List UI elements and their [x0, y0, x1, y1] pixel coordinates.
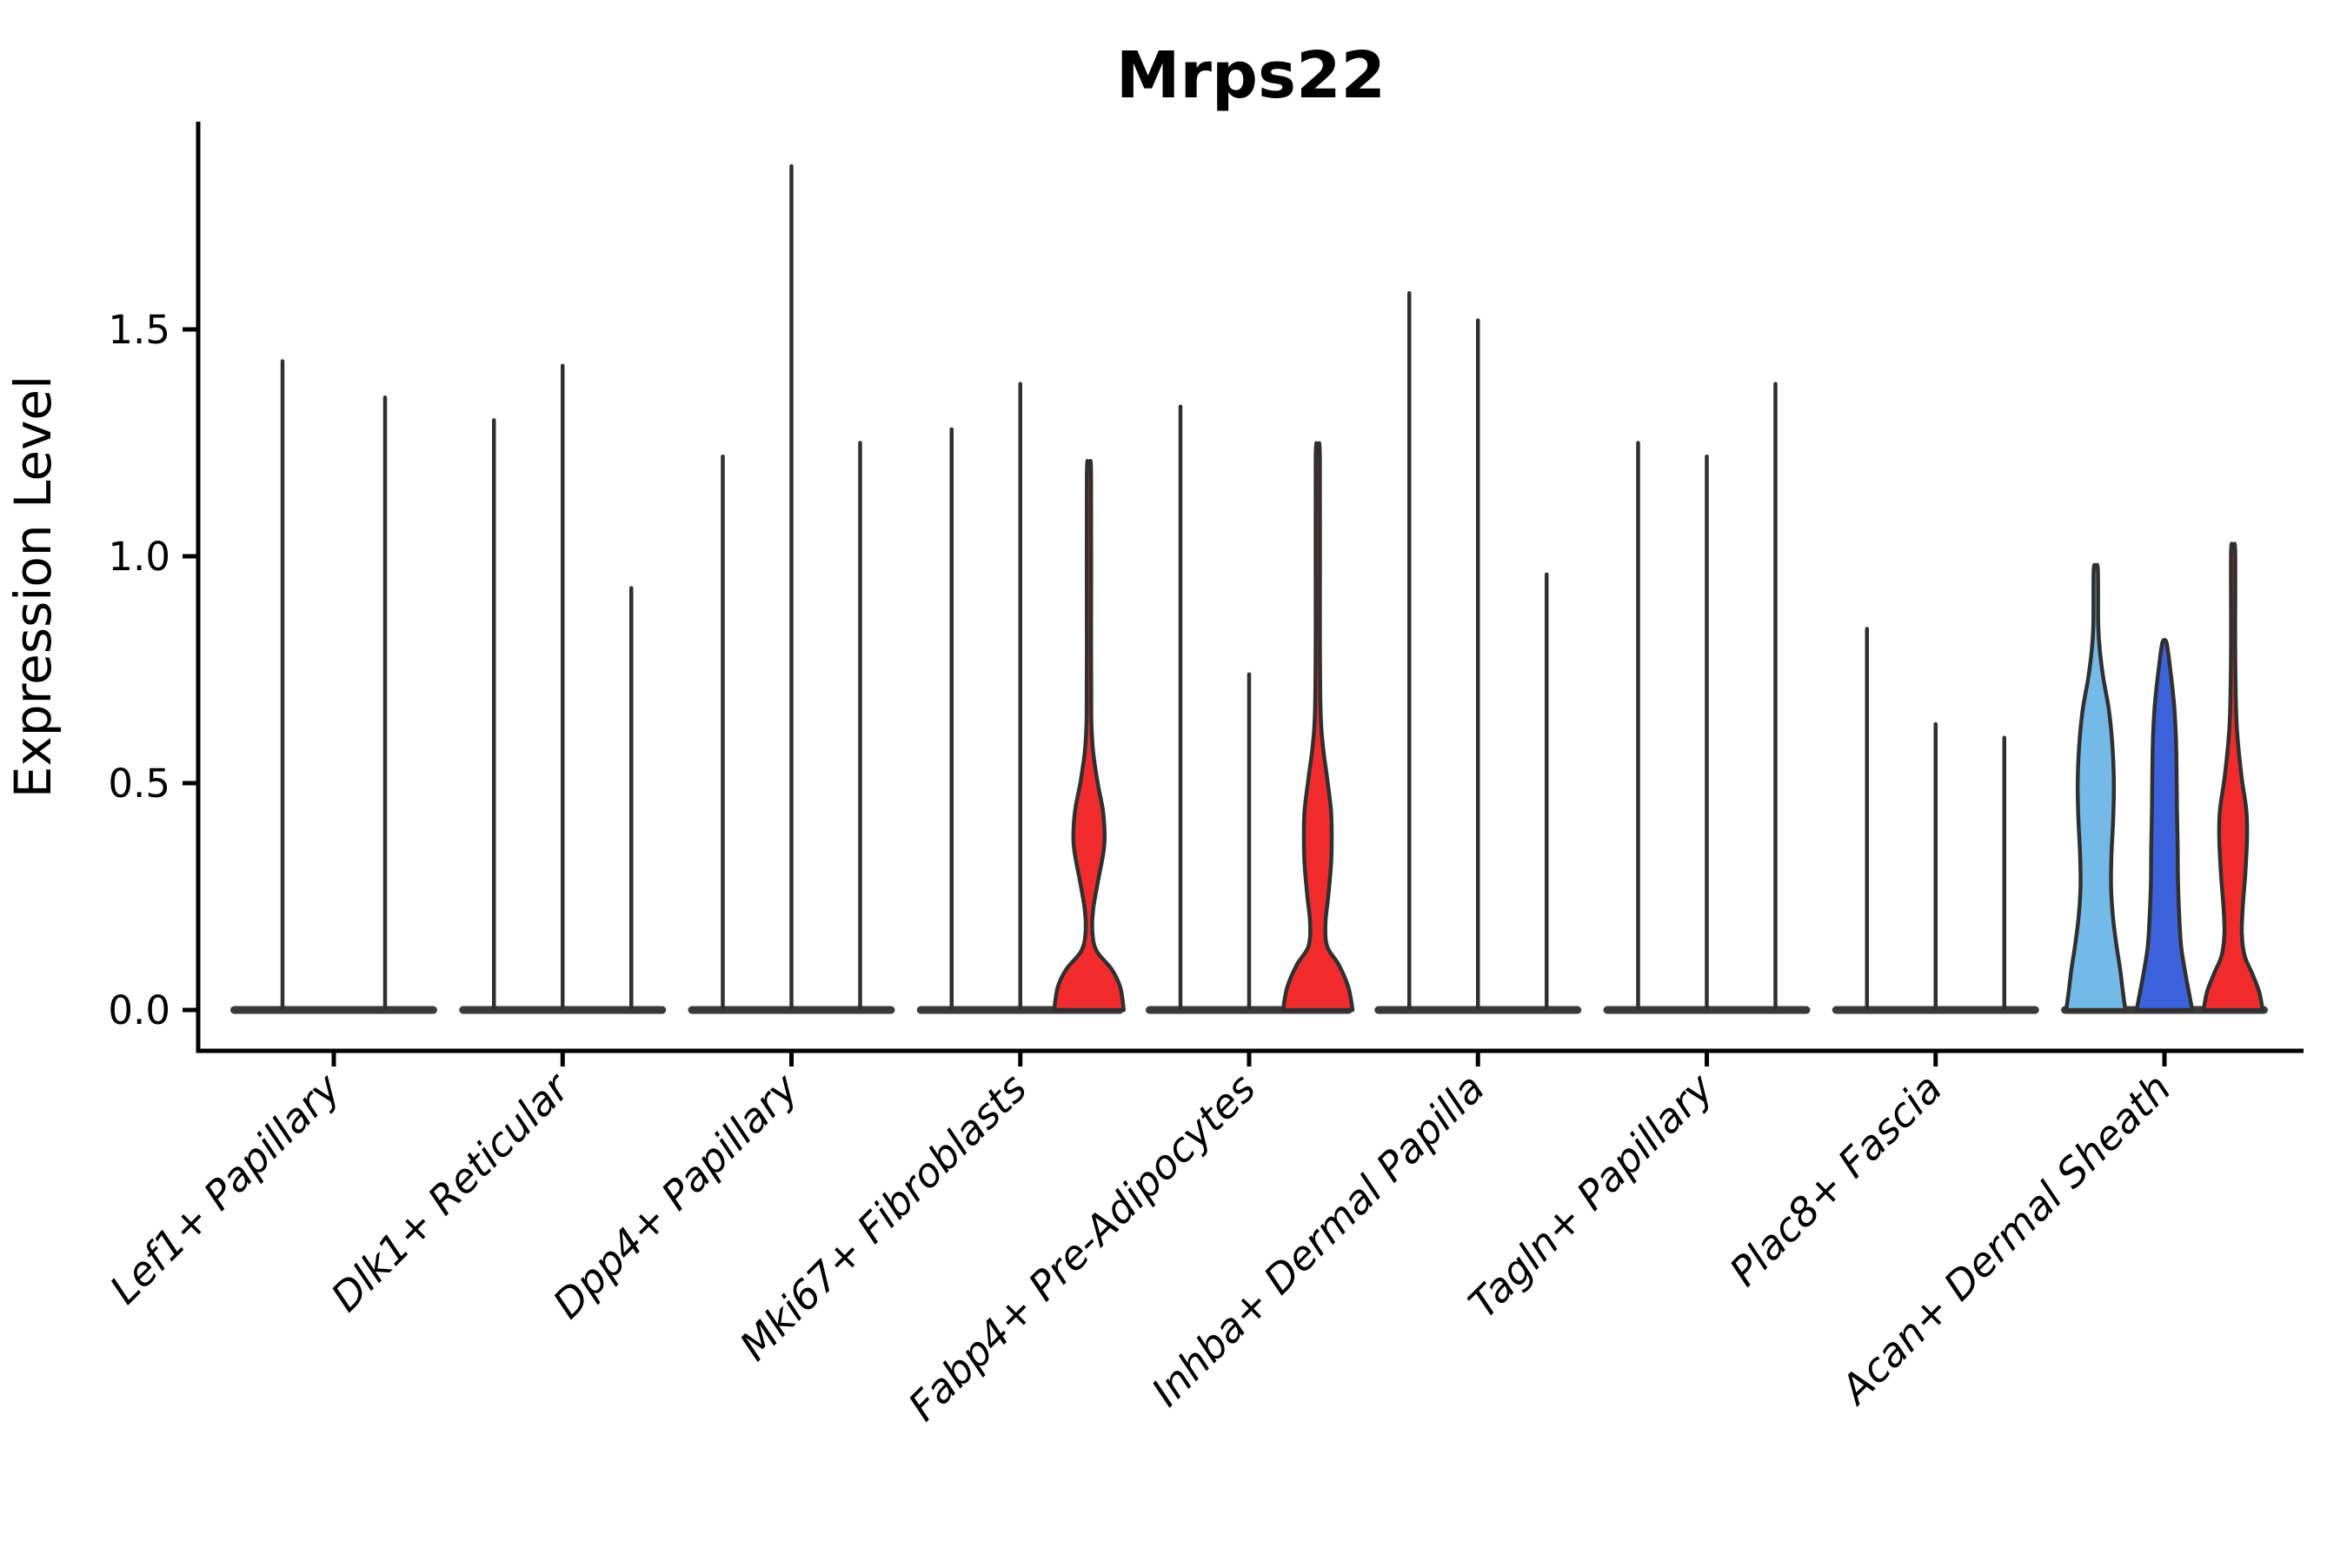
y-tick-label: 1.5	[108, 307, 170, 353]
x-tick-label-2: Dlk1+ Reticular	[322, 1062, 580, 1320]
violin-filled-9-2	[2134, 637, 2195, 1013]
x-tick-label-8: Plac8+ Fascia	[1720, 1065, 1951, 1295]
violin-filled-9-1	[2064, 562, 2128, 1013]
y-tick-label: 0.5	[108, 761, 170, 807]
y-tick-label: 1.0	[108, 534, 170, 580]
x-tick-label-1: Lef1+ Papillary	[101, 1064, 349, 1312]
chart-title: Mrps22	[1116, 38, 1386, 113]
violin-filled-5-3	[1280, 441, 1355, 1013]
zero-expression-baseline	[230, 1006, 437, 1014]
x-tick-label-3: Dpp4+ Papillary	[544, 1064, 808, 1327]
y-axis-label: Expression Level	[3, 375, 63, 798]
x-tick-label-7: Tagln+ Papillary	[1459, 1064, 1723, 1327]
violin-filled-9-3	[2201, 541, 2265, 1013]
violin-filled-4-3	[1052, 459, 1127, 1013]
axes-layer	[183, 122, 2304, 1066]
violins-layer	[280, 163, 2265, 1013]
y-tick-label: 0.0	[108, 987, 170, 1033]
